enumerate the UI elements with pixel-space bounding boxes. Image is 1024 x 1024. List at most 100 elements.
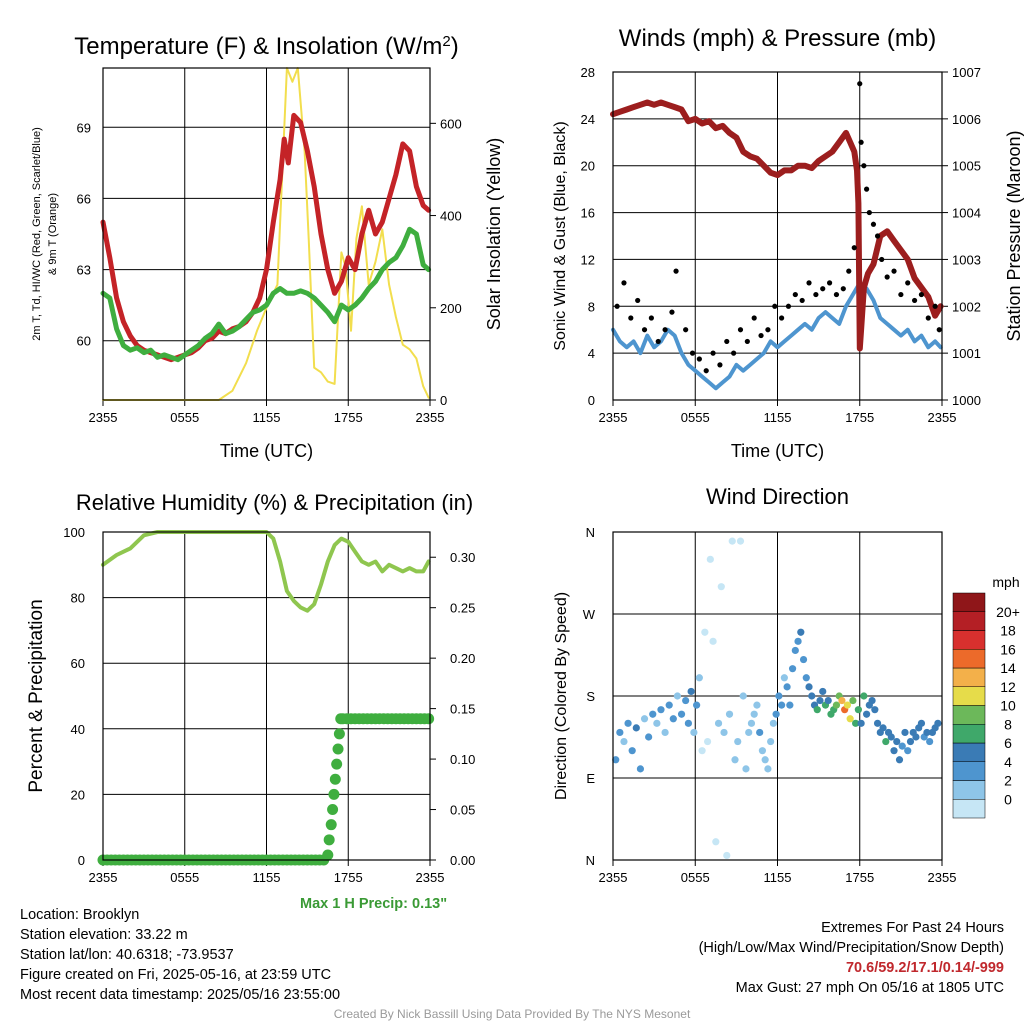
direction-point — [632, 724, 640, 732]
wind-ytick-label: 16 — [581, 206, 595, 221]
gust-point — [799, 297, 805, 304]
direction-point — [819, 687, 827, 696]
colorbar-label: 18 — [1000, 623, 1016, 639]
direction-point — [904, 747, 912, 755]
gust-point — [635, 297, 641, 304]
colorbar-label: 8 — [1004, 716, 1012, 732]
temp-ylabel-right: Solar Insolation (Yellow) — [484, 138, 504, 330]
colorbar-swatch — [952, 742, 986, 762]
direction-point — [863, 710, 871, 718]
colorbar-label: 20+ — [996, 604, 1020, 620]
precip-point — [332, 743, 344, 755]
gust-point — [703, 368, 709, 374]
wind-ytick-label: 20 — [581, 159, 595, 174]
gust-point — [866, 209, 872, 216]
wind-xtick-label: 0555 — [681, 410, 710, 425]
direction-point — [816, 696, 824, 705]
gust-point — [673, 268, 679, 274]
direction-point — [745, 728, 753, 737]
direction-point — [824, 696, 832, 705]
precip-point — [325, 819, 337, 831]
precip-point — [327, 804, 339, 816]
direction-point — [857, 719, 865, 727]
gust-point — [905, 280, 911, 286]
direction-point — [742, 765, 750, 773]
gust-point — [751, 315, 757, 321]
direction-point — [739, 692, 747, 700]
direction-point — [657, 706, 665, 714]
temp-xtick-label: 1155 — [253, 410, 281, 425]
direction-point — [703, 737, 712, 746]
gust-point — [918, 291, 925, 298]
wind-ytick-label: 24 — [581, 112, 595, 127]
rh-ytick-right-label: 0.25 — [450, 601, 475, 616]
direction-point — [805, 683, 813, 691]
direction-point — [734, 737, 742, 746]
direction-point — [673, 692, 682, 700]
rh-xtick-label: 2355 — [89, 870, 118, 885]
dir-xtick-label: 2355 — [928, 870, 957, 885]
max-gust-text: Max Gust: 27 mph On 05/16 at 1805 UTC — [735, 980, 1004, 996]
wind-ylabel-right: Station Pressure (Maroon) — [1004, 130, 1024, 341]
gust-point — [785, 303, 792, 309]
precip-point — [323, 834, 335, 846]
gust-point — [621, 280, 627, 286]
wind-ylabel-left: Sonic Wind & Gust (Blue, Black) — [552, 121, 569, 350]
temp-xlabel: Time (UTC) — [220, 441, 313, 461]
dir-frame — [612, 531, 943, 861]
direction-point — [731, 756, 739, 764]
rh-xtick-label: 1155 — [253, 870, 281, 885]
rh-ytick-right-label: 0.20 — [450, 651, 475, 666]
rh-xtick-label: 2355 — [416, 870, 445, 885]
direction-point — [624, 719, 632, 727]
gust-point — [826, 280, 833, 286]
direction-point — [682, 696, 690, 705]
max-precip-note: Max 1 H Precip: 0.13" — [300, 896, 448, 912]
rh-xtick-label: 0555 — [170, 870, 199, 885]
direction-point — [725, 710, 734, 718]
gust-point — [861, 163, 867, 169]
gust-point — [662, 327, 668, 333]
direction-point — [901, 728, 909, 737]
created-text: Figure created on Fri, 2025-05-16, at 23… — [20, 967, 332, 983]
wind-ytick-label: 4 — [588, 346, 595, 361]
gust-point — [874, 233, 881, 239]
colorbar-label: 2 — [1004, 773, 1012, 789]
pressure-line — [610, 99, 944, 352]
rh-xtick-label: 1755 — [334, 870, 363, 885]
direction-point — [767, 737, 775, 746]
rh-ytick-label: 80 — [71, 591, 85, 606]
gust-point — [884, 274, 890, 280]
credit-text: Created By Nick Bassill Using Data Provi… — [333, 1007, 691, 1021]
gust-point — [669, 309, 675, 315]
colorbar-label: 12 — [1000, 679, 1016, 695]
rh-ytick-right-label: 0.00 — [450, 853, 475, 868]
gust-point — [870, 221, 877, 227]
extremes-title: Extremes For Past 24 Hours — [821, 920, 1004, 936]
colorbar-swatch — [952, 705, 986, 725]
latlon-text: Station lat/lon: 40.6318; -73.9537 — [20, 947, 234, 963]
gust-point — [911, 297, 918, 304]
direction-point — [695, 674, 703, 682]
colorbar-label: 14 — [1000, 660, 1016, 676]
direction-point — [775, 692, 783, 700]
direction-point — [808, 692, 816, 700]
gust-point — [806, 280, 812, 286]
dir-ylabel: Direction (Colored By Speed) — [553, 592, 570, 800]
direction-point — [906, 737, 915, 746]
wind-title: Winds (mph) & Pressure (mb) — [619, 25, 936, 52]
wind-ytick-label: 0 — [588, 393, 595, 408]
rh-frame — [102, 531, 431, 861]
direction-point — [723, 851, 731, 860]
wind-ytick-right-label: 1004 — [952, 206, 981, 221]
direction-point — [882, 737, 890, 746]
rh-ytick-label: 0 — [78, 853, 85, 868]
direction-point — [895, 756, 904, 764]
wind-xlabel: Time (UTC) — [731, 441, 824, 461]
dir-xtick-label: 1755 — [845, 870, 874, 885]
direction-point — [799, 655, 808, 664]
precip-point — [328, 788, 340, 800]
wind-ytick-right-label: 1003 — [952, 252, 981, 267]
direction-point — [684, 719, 692, 727]
wind-xtick-label: 1155 — [764, 410, 792, 425]
